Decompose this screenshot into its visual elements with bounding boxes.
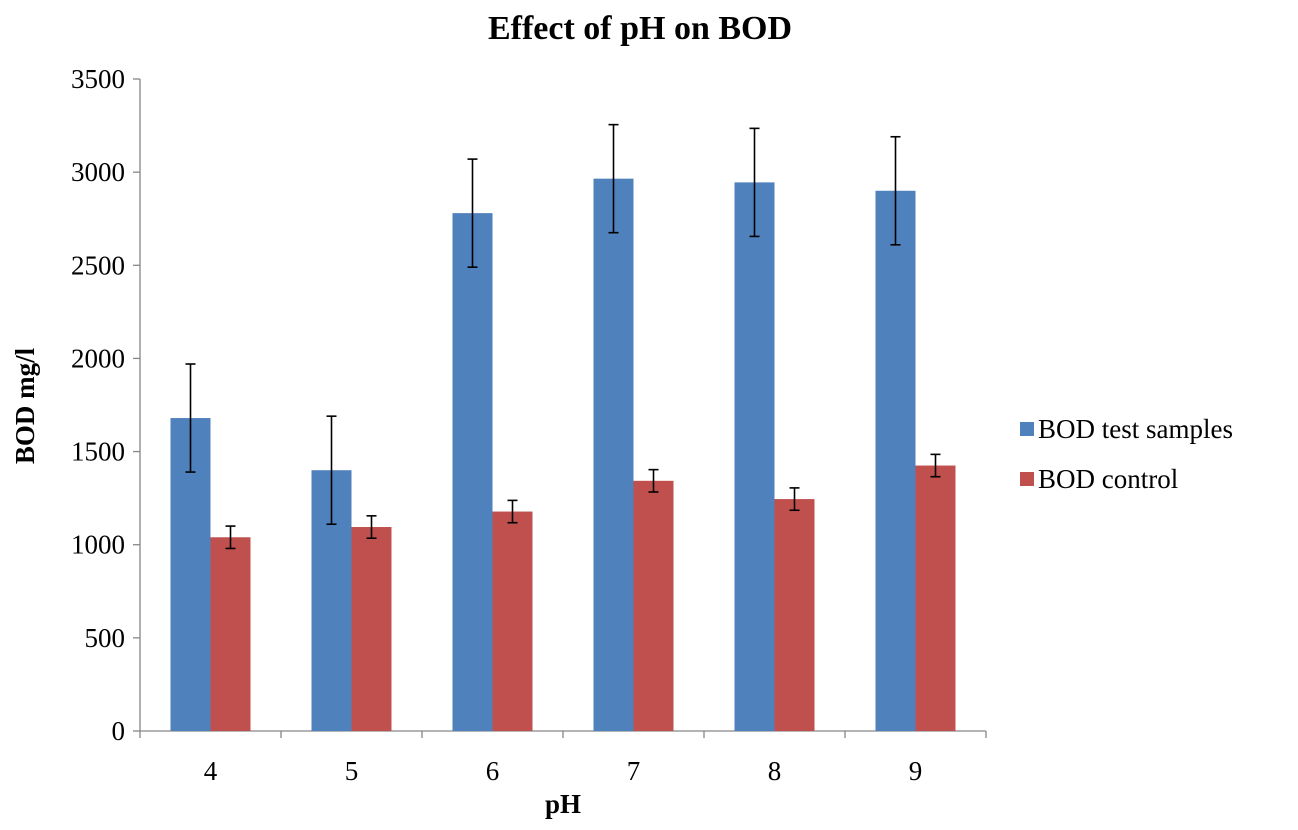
legend: BOD test samples BOD control — [1020, 414, 1233, 494]
y-tick-label: 3000 — [71, 157, 125, 187]
legend-label-test: BOD test samples — [1038, 414, 1233, 444]
bar-test-sample — [734, 182, 775, 732]
bar-test-sample — [875, 190, 916, 731]
y-tick-label: 2000 — [71, 343, 125, 373]
bar-control — [915, 465, 956, 731]
x-tick-label: 9 — [909, 756, 923, 786]
x-tick-label: 5 — [345, 756, 359, 786]
y-tick-label: 3500 — [71, 64, 125, 94]
bar-test-sample — [452, 213, 493, 731]
x-tick-label: 8 — [768, 756, 782, 786]
x-tick-label: 6 — [486, 756, 500, 786]
bar-control — [492, 511, 533, 731]
y-tick-label: 500 — [85, 623, 126, 653]
legend-swatch-control — [1020, 472, 1034, 486]
y-tick-label: 0 — [112, 716, 126, 746]
bar-control — [210, 537, 251, 731]
legend-swatch-test — [1020, 422, 1034, 436]
y-axis-title: BOD mg/l — [10, 347, 40, 464]
legend-label-control: BOD control — [1038, 464, 1178, 494]
chart-title: Effect of pH on BOD — [488, 10, 792, 47]
bar-test-sample — [593, 178, 634, 732]
bar-control — [774, 499, 815, 731]
y-tick-label: 1500 — [71, 437, 125, 467]
x-axis-title: pH — [545, 789, 581, 819]
y-tick-label: 1000 — [71, 530, 125, 560]
y-tick-label: 2500 — [71, 250, 125, 280]
bar-control — [351, 527, 392, 731]
plot-area: 0 500 1000 1500 2000 2500 3000 3500 4 5 6 7 8 9 — [71, 64, 987, 786]
x-tick-label: 7 — [627, 756, 641, 786]
x-tick-label: 4 — [204, 756, 218, 786]
bar-control — [633, 480, 674, 731]
